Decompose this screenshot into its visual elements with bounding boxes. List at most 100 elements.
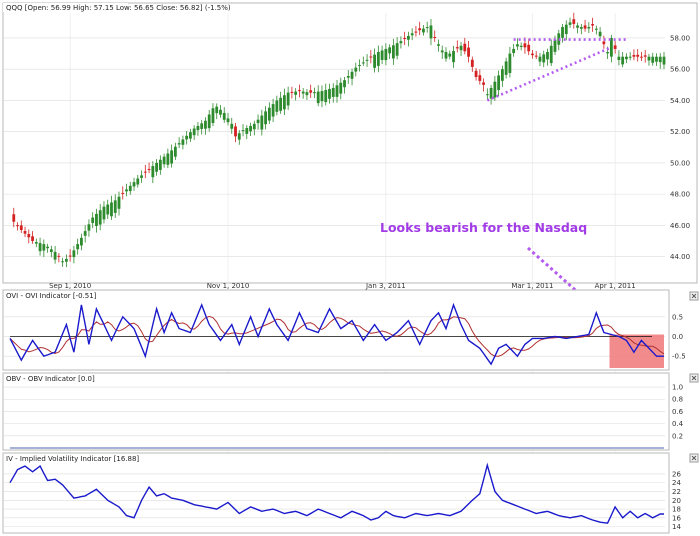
y-tick: 22 [672,488,681,496]
candle [395,37,399,60]
candle [275,95,279,116]
candle [433,30,437,42]
candle [519,42,523,51]
obv-gridlines [3,386,665,437]
candle [579,23,583,35]
candle [410,28,414,41]
price-x-tick: Nov 1, 2010 [207,282,250,290]
candle [298,84,301,98]
price-gridlines [3,37,665,257]
price-trendlines [486,38,627,102]
candle [358,59,361,72]
price-y-tick: 50.00 [670,159,690,167]
candle [34,238,38,248]
candle [49,245,53,258]
close-icon [691,455,697,461]
candle [80,233,83,251]
y-tick: 0.6 [672,408,684,416]
iv-panel-frame [2,452,670,534]
candle [23,226,27,238]
candle [508,46,512,78]
price-x-tick: Apr 1, 2011 [595,282,636,290]
candle [500,65,504,87]
candle [534,51,538,60]
candle [16,222,19,231]
candle [113,194,117,218]
price-x-tick: Sep 1, 2010 [49,282,91,290]
obv-close-button[interactable] [689,373,699,383]
candle [219,104,222,118]
candle [181,135,185,150]
obv-title: OBV - OBV Indicator [0.0] [6,375,95,383]
candle [613,40,617,54]
candle [61,257,65,267]
candle [384,43,388,66]
ovi-y-axis: 0.5 0.0 -0.5 [672,313,686,360]
candle [373,48,376,73]
y-tick: 20 [672,497,681,505]
candle [602,35,606,49]
candle [399,36,403,49]
candle [564,20,568,41]
price-x-tick: Mar 1, 2011 [511,282,553,290]
bearish-highlight [609,334,664,368]
candle [76,238,80,255]
candle [474,67,478,81]
candle [313,87,316,99]
candle [583,19,587,32]
candle [234,122,237,143]
obv-panel: OBV - OBV Indicator [0.0] 1.0 0.8 0.6 0.4 0.… [2,372,699,451]
iv-panel: IV - Implied Volatility Indicator [16.88… [2,452,699,534]
candle [230,117,234,134]
candle [598,27,602,40]
candle [53,245,57,264]
candle [643,49,647,63]
candle [185,131,189,145]
candle [621,52,625,68]
candle [143,164,147,179]
price-y-tick: 46.00 [670,222,690,230]
series-line [9,302,664,366]
ovi-close-button[interactable] [689,291,699,301]
candle [346,69,350,84]
iv-close-button[interactable] [689,453,699,463]
y-tick: 16 [672,514,681,522]
candle [162,153,166,168]
candle [12,207,16,228]
iv-title: IV - Implied Volatility Indicator [16.88… [6,455,139,463]
candle [489,84,493,105]
candle [493,76,497,101]
candle [301,88,305,99]
candle [102,201,106,224]
candle [422,24,425,36]
candle [463,37,467,55]
price-y-tick: 58.00 [670,34,690,42]
candle [204,117,207,135]
candle [294,88,298,101]
candle [38,237,42,256]
candle [117,191,121,216]
y-tick: 14 [672,523,681,531]
candle [391,38,395,65]
candle [57,253,61,263]
candle [91,212,95,229]
y-tick: 0.8 [672,396,683,404]
candle [350,68,354,86]
candle [324,83,328,106]
candle [651,52,655,66]
candle [527,38,531,56]
candle [279,91,283,114]
candle [132,177,136,191]
candle [170,144,174,168]
y-tick: 26 [672,470,681,478]
price-candles [12,12,666,268]
candle [497,70,501,96]
candle [290,86,294,99]
candle [538,53,542,66]
candle [128,181,132,195]
price-panel-frame [2,2,698,284]
candle [561,23,564,43]
candle [587,22,591,34]
candle [106,199,110,219]
